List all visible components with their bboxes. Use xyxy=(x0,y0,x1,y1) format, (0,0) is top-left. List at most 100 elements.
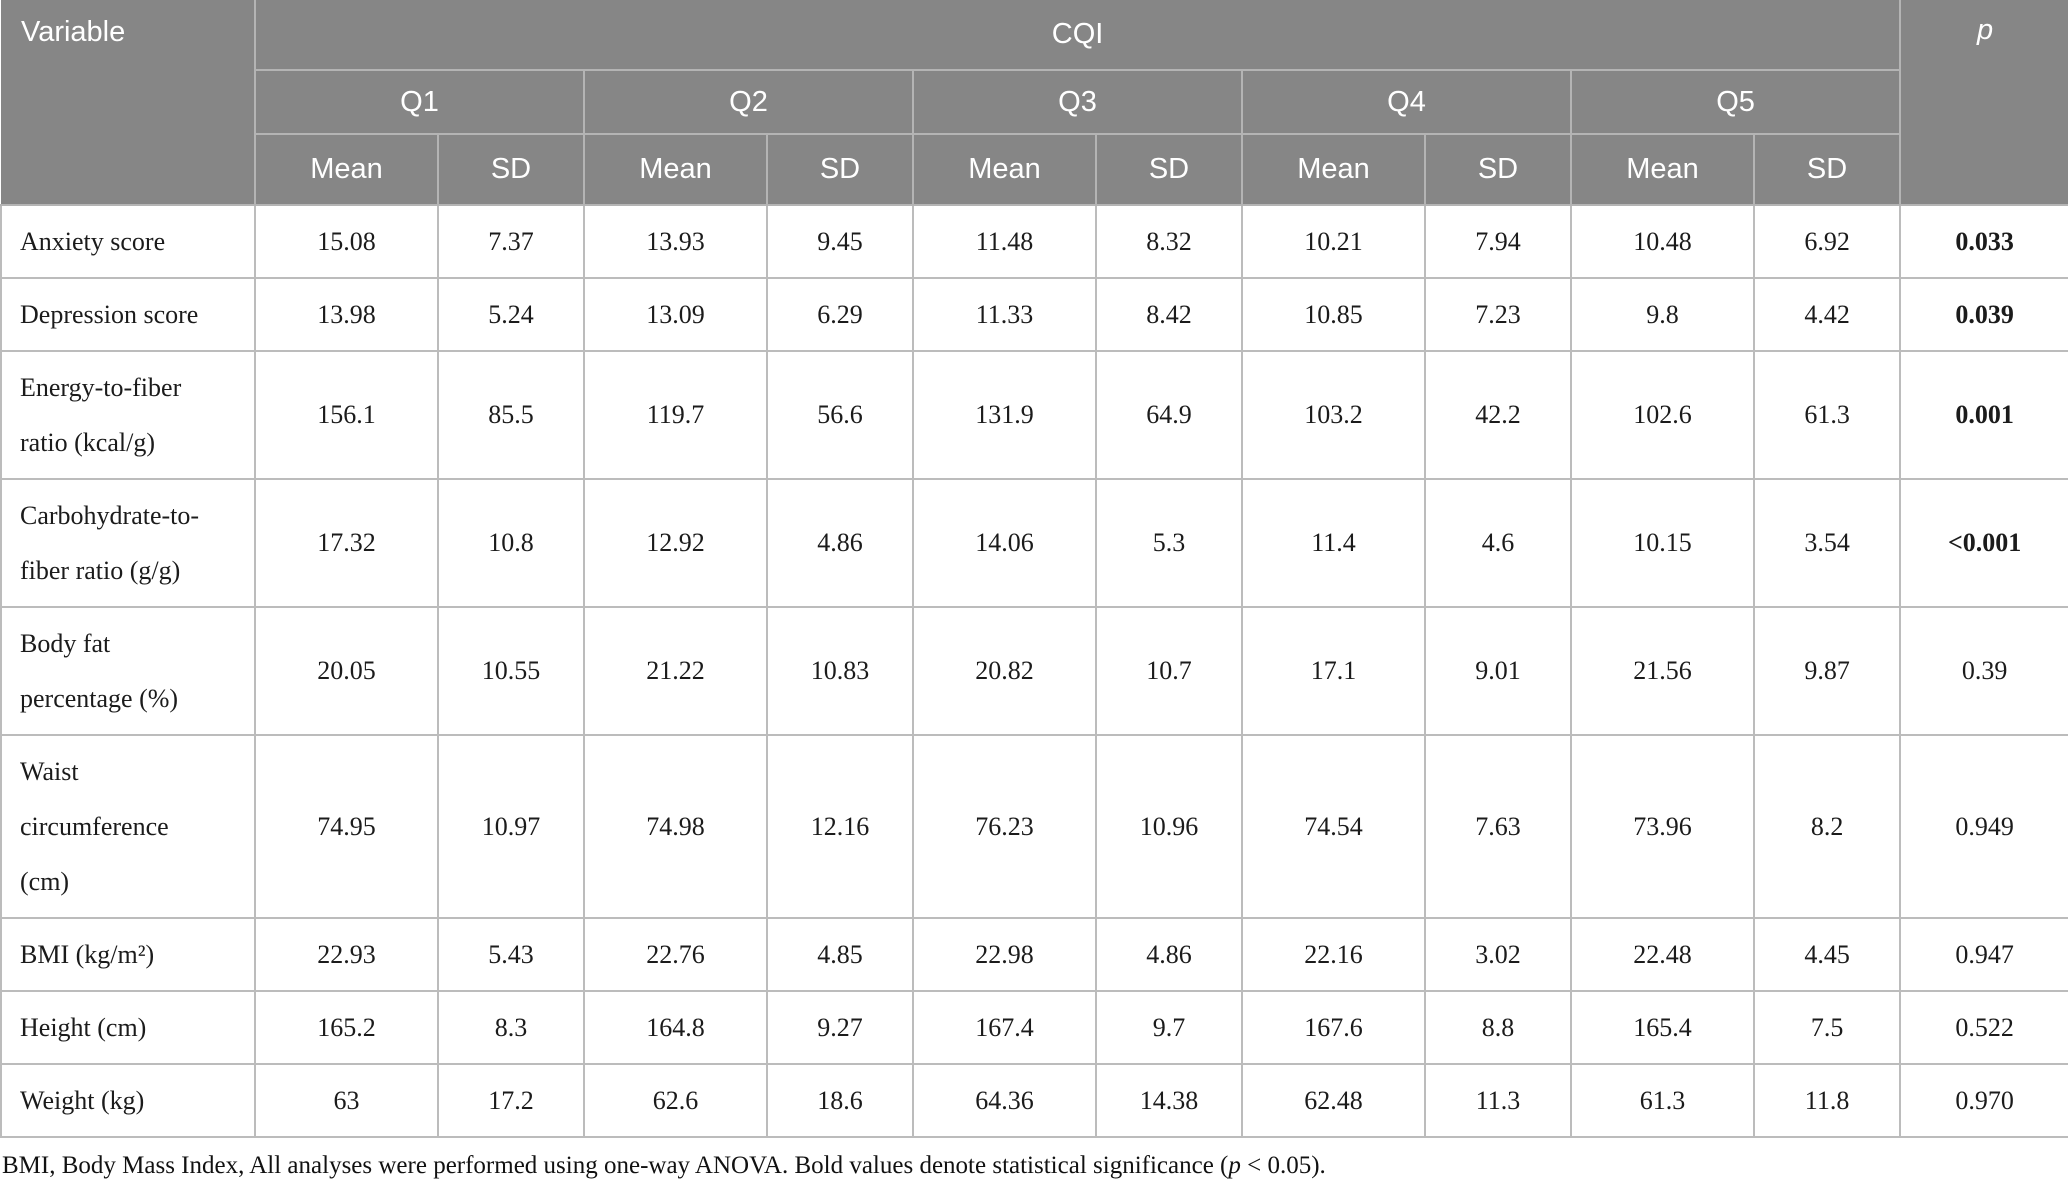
value-cell: 10.83 xyxy=(766,606,914,736)
variable-cell: Depression score xyxy=(0,277,256,352)
value-cell: 7.23 xyxy=(1424,277,1572,352)
value-cell: 15.08 xyxy=(254,204,439,279)
p-value-cell: 0.039 xyxy=(1899,277,2068,352)
value-cell: 14.38 xyxy=(1095,1063,1243,1138)
variable-cell: Body fat percentage (%) xyxy=(0,606,256,736)
table-row: Body fat percentage (%) 20.05 10.55 21.22 10… xyxy=(0,606,2068,736)
value-cell: 22.16 xyxy=(1241,917,1426,992)
value-cell: 5.24 xyxy=(437,277,585,352)
value-cell: 9.27 xyxy=(766,990,914,1065)
value-cell: 64.9 xyxy=(1095,350,1243,480)
variable-cell: Anxiety score xyxy=(0,204,256,279)
value-cell: 3.02 xyxy=(1424,917,1572,992)
table-row: Weight (kg) 63 17.2 62.6 18.6 64.36 14.38 62.48… xyxy=(0,1063,2068,1138)
quartile-header-q1: Q1 xyxy=(254,69,585,135)
subheader-q1-mean: Mean xyxy=(254,133,439,206)
value-cell: 22.93 xyxy=(254,917,439,992)
subheader-q2-mean: Mean xyxy=(583,133,768,206)
value-cell: 85.5 xyxy=(437,350,585,480)
value-cell: 6.29 xyxy=(766,277,914,352)
p-value-cell: 0.033 xyxy=(1899,204,2068,279)
value-cell: 4.86 xyxy=(766,478,914,608)
value-cell: 18.6 xyxy=(766,1063,914,1138)
table-row: Waist circumference (cm) 74.95 10.97 74.98 1… xyxy=(0,734,2068,919)
value-cell: 4.42 xyxy=(1752,277,1902,352)
value-cell: 42.2 xyxy=(1424,350,1572,480)
value-cell: 8.42 xyxy=(1095,277,1243,352)
value-cell: 5.3 xyxy=(1095,478,1243,608)
value-cell: 10.85 xyxy=(1241,277,1426,352)
value-cell: 11.48 xyxy=(912,204,1097,279)
value-cell: 62.6 xyxy=(583,1063,768,1138)
cqi-quintile-table: Variable CQI p Q1 Q2 Q3 Q4 Q5 Mean SD Mean SD Me… xyxy=(0,0,2068,1138)
variable-cell: Energy-to-fiber ratio (kcal/g) xyxy=(0,350,256,480)
value-cell: 74.98 xyxy=(583,734,768,919)
value-cell: 4.86 xyxy=(1095,917,1243,992)
quartile-header-q3: Q3 xyxy=(912,69,1243,135)
value-cell: 167.6 xyxy=(1241,990,1426,1065)
value-cell: 13.93 xyxy=(583,204,768,279)
value-cell: 76.23 xyxy=(912,734,1097,919)
value-cell: 8.2 xyxy=(1752,734,1902,919)
value-cell: 156.1 xyxy=(254,350,439,480)
value-cell: 102.6 xyxy=(1570,350,1755,480)
subheader-q3-mean: Mean xyxy=(912,133,1097,206)
p-value-cell: <0.001 xyxy=(1899,478,2068,608)
p-value-cell: 0.947 xyxy=(1899,917,2068,992)
value-cell: 9.45 xyxy=(766,204,914,279)
value-cell: 17.2 xyxy=(437,1063,585,1138)
value-cell: 7.63 xyxy=(1424,734,1572,919)
table-footnote: BMI, Body Mass Index, All analyses were … xyxy=(0,1138,2068,1180)
value-cell: 61.3 xyxy=(1570,1063,1755,1138)
value-cell: 10.15 xyxy=(1570,478,1755,608)
subheader-q4-sd: SD xyxy=(1424,133,1572,206)
value-cell: 8.32 xyxy=(1095,204,1243,279)
subheader-q5-mean: Mean xyxy=(1570,133,1755,206)
value-cell: 12.16 xyxy=(766,734,914,919)
value-cell: 167.4 xyxy=(912,990,1097,1065)
value-cell: 22.98 xyxy=(912,917,1097,992)
value-cell: 10.96 xyxy=(1095,734,1243,919)
column-header-p: p xyxy=(1899,0,2068,206)
value-cell: 119.7 xyxy=(583,350,768,480)
value-cell: 61.3 xyxy=(1752,350,1902,480)
value-cell: 164.8 xyxy=(583,990,768,1065)
variable-cell: Carbohydrate-to- fiber ratio (g/g) xyxy=(0,478,256,608)
p-value-cell: 0.522 xyxy=(1899,990,2068,1065)
footnote-p-symbol: p xyxy=(1228,1152,1241,1179)
table-row: BMI (kg/m²) 22.93 5.43 22.76 4.85 22.98 4.86 22… xyxy=(0,917,2068,992)
quartile-header-q5: Q5 xyxy=(1569,69,1902,135)
value-cell: 7.5 xyxy=(1752,990,1902,1065)
value-cell: 8.3 xyxy=(437,990,585,1065)
p-value-cell: 0.001 xyxy=(1899,350,2068,480)
value-cell: 11.33 xyxy=(912,277,1097,352)
footnote-text-after: < 0.05). xyxy=(1240,1152,1326,1179)
value-cell: 64.36 xyxy=(912,1063,1097,1138)
subheader-q5-sd: SD xyxy=(1752,133,1902,206)
variable-cell: Weight (kg) xyxy=(0,1063,256,1138)
subheader-q3-sd: SD xyxy=(1095,133,1243,206)
value-cell: 8.8 xyxy=(1424,990,1572,1065)
value-cell: 4.45 xyxy=(1752,917,1902,992)
value-cell: 10.48 xyxy=(1570,204,1755,279)
value-cell: 73.96 xyxy=(1570,734,1755,919)
table-row: Carbohydrate-to- fiber ratio (g/g) 17.32 1… xyxy=(0,478,2068,608)
value-cell: 13.98 xyxy=(254,277,439,352)
value-cell: 6.92 xyxy=(1752,204,1902,279)
value-cell: 11.8 xyxy=(1752,1063,1902,1138)
value-cell: 17.32 xyxy=(254,478,439,608)
value-cell: 22.76 xyxy=(583,917,768,992)
header-row-quartiles: Q1 Q2 Q3 Q4 Q5 xyxy=(1,69,2068,135)
table-row: Height (cm) 165.2 8.3 164.8 9.27 167.4 9.7 167.… xyxy=(0,990,2068,1065)
value-cell: 12.92 xyxy=(583,478,768,608)
value-cell: 20.05 xyxy=(254,606,439,736)
value-cell: 22.48 xyxy=(1570,917,1755,992)
value-cell: 20.82 xyxy=(912,606,1097,736)
table-row: Anxiety score 15.08 7.37 13.93 9.45 11.48 8.32… xyxy=(0,204,2068,279)
value-cell: 131.9 xyxy=(912,350,1097,480)
value-cell: 56.6 xyxy=(766,350,914,480)
subheader-q4-mean: Mean xyxy=(1241,133,1426,206)
value-cell: 9.8 xyxy=(1570,277,1755,352)
value-cell: 17.1 xyxy=(1241,606,1426,736)
